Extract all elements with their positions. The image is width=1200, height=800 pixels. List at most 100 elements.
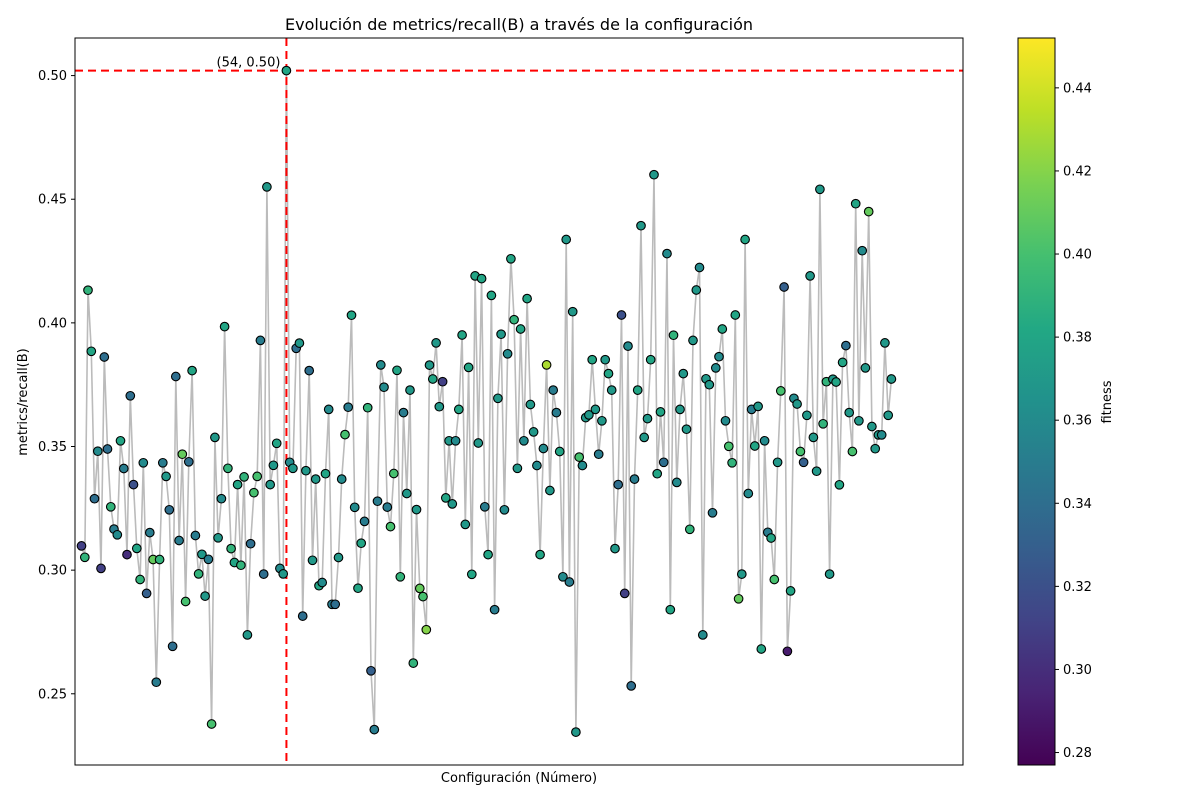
colorbar-tick-label: 0.36 — [1063, 414, 1092, 429]
data-point — [187, 365, 197, 376]
data-point — [379, 382, 389, 393]
data-point — [577, 460, 588, 471]
data-point — [723, 441, 734, 452]
data-point — [710, 363, 721, 373]
data-point — [83, 285, 93, 296]
colorbar-tick-label: 0.34 — [1063, 497, 1092, 512]
data-point — [382, 502, 393, 512]
data-point — [645, 354, 656, 365]
y-tick-label: 0.30 — [38, 564, 67, 579]
data-point — [857, 245, 868, 256]
data-point — [600, 354, 611, 365]
data-point — [301, 465, 311, 476]
data-point — [753, 401, 763, 412]
data-point — [736, 569, 747, 579]
colorbar-tick-label: 0.40 — [1063, 248, 1092, 263]
data-point — [434, 401, 445, 412]
data-point — [593, 449, 604, 460]
data-point — [818, 418, 828, 429]
data-point — [437, 376, 448, 387]
data-point — [427, 374, 438, 384]
data-point — [730, 310, 741, 320]
data-point — [880, 338, 890, 348]
data-point — [359, 516, 370, 527]
data-point — [392, 365, 402, 376]
data-point — [236, 560, 246, 571]
data-point — [157, 457, 168, 468]
data-point — [515, 324, 526, 334]
data-point — [183, 456, 194, 467]
data-point — [431, 338, 441, 348]
data-point — [346, 310, 357, 321]
scatter-points — [76, 65, 897, 737]
data-point — [707, 507, 718, 518]
colorbar-tick-label: 0.38 — [1063, 331, 1092, 346]
data-point — [242, 630, 253, 640]
data-point — [271, 438, 282, 449]
data-point — [671, 477, 682, 488]
data-point — [479, 501, 490, 512]
data-point — [89, 493, 100, 504]
data-point — [528, 427, 539, 437]
data-point — [493, 393, 503, 404]
data-point — [268, 460, 279, 471]
data-point — [76, 541, 87, 551]
chart-title: Evolución de metrics/recall(B) a través … — [285, 15, 753, 34]
data-point — [353, 583, 363, 594]
series-connecting-line — [80, 70, 893, 733]
colorbar-gradient — [1017, 37, 1056, 766]
data-point — [496, 329, 506, 340]
data-point — [876, 430, 887, 440]
data-point — [847, 446, 858, 457]
data-point — [463, 362, 474, 373]
data-point — [239, 472, 249, 482]
data-point — [210, 432, 220, 443]
data-point — [834, 479, 845, 490]
data-point — [658, 457, 669, 468]
data-point — [486, 290, 497, 301]
data-point — [802, 410, 812, 421]
data-point — [684, 524, 695, 535]
data-point — [854, 415, 864, 426]
data-point — [571, 727, 581, 737]
data-point — [414, 583, 425, 594]
data-point — [203, 554, 214, 565]
data-point — [375, 360, 386, 370]
data-point — [545, 485, 555, 496]
data-point — [815, 184, 825, 195]
data-point — [180, 596, 191, 607]
data-point — [860, 363, 871, 373]
data-point — [665, 604, 676, 615]
data-point — [636, 220, 646, 231]
data-point — [421, 624, 432, 635]
colorbar-tick-label: 0.42 — [1063, 164, 1092, 179]
data-point — [805, 271, 815, 281]
y-axis-label: metrics/recall(B) — [16, 348, 31, 455]
data-point — [190, 530, 201, 541]
data-point — [649, 169, 659, 180]
data-point — [245, 538, 256, 549]
data-point — [704, 379, 715, 390]
data-point — [86, 346, 97, 357]
data-point — [473, 438, 484, 448]
data-point — [691, 285, 702, 295]
data-point — [727, 457, 737, 468]
data-point — [330, 599, 341, 610]
colorbar: 0.28 0.30 0.32 0.34 0.36 0.38 0.40 0.42 0.44 fit… — [1017, 37, 1115, 766]
y-tick-label: 0.35 — [38, 440, 67, 455]
data-point — [258, 569, 269, 579]
data-point — [278, 569, 289, 579]
data-point — [219, 321, 230, 332]
data-point — [265, 479, 276, 490]
data-point — [740, 234, 750, 245]
y-axis: 0.25 0.30 0.35 0.40 0.45 0.50 — [38, 69, 75, 702]
x-axis-label: Configuración (Número) — [441, 771, 597, 786]
data-point — [281, 65, 292, 76]
data-point — [619, 588, 630, 599]
data-point — [372, 496, 383, 507]
data-point — [398, 407, 409, 418]
data-point — [333, 552, 344, 563]
data-point — [317, 577, 328, 588]
data-point — [112, 529, 123, 540]
data-point — [642, 413, 653, 424]
